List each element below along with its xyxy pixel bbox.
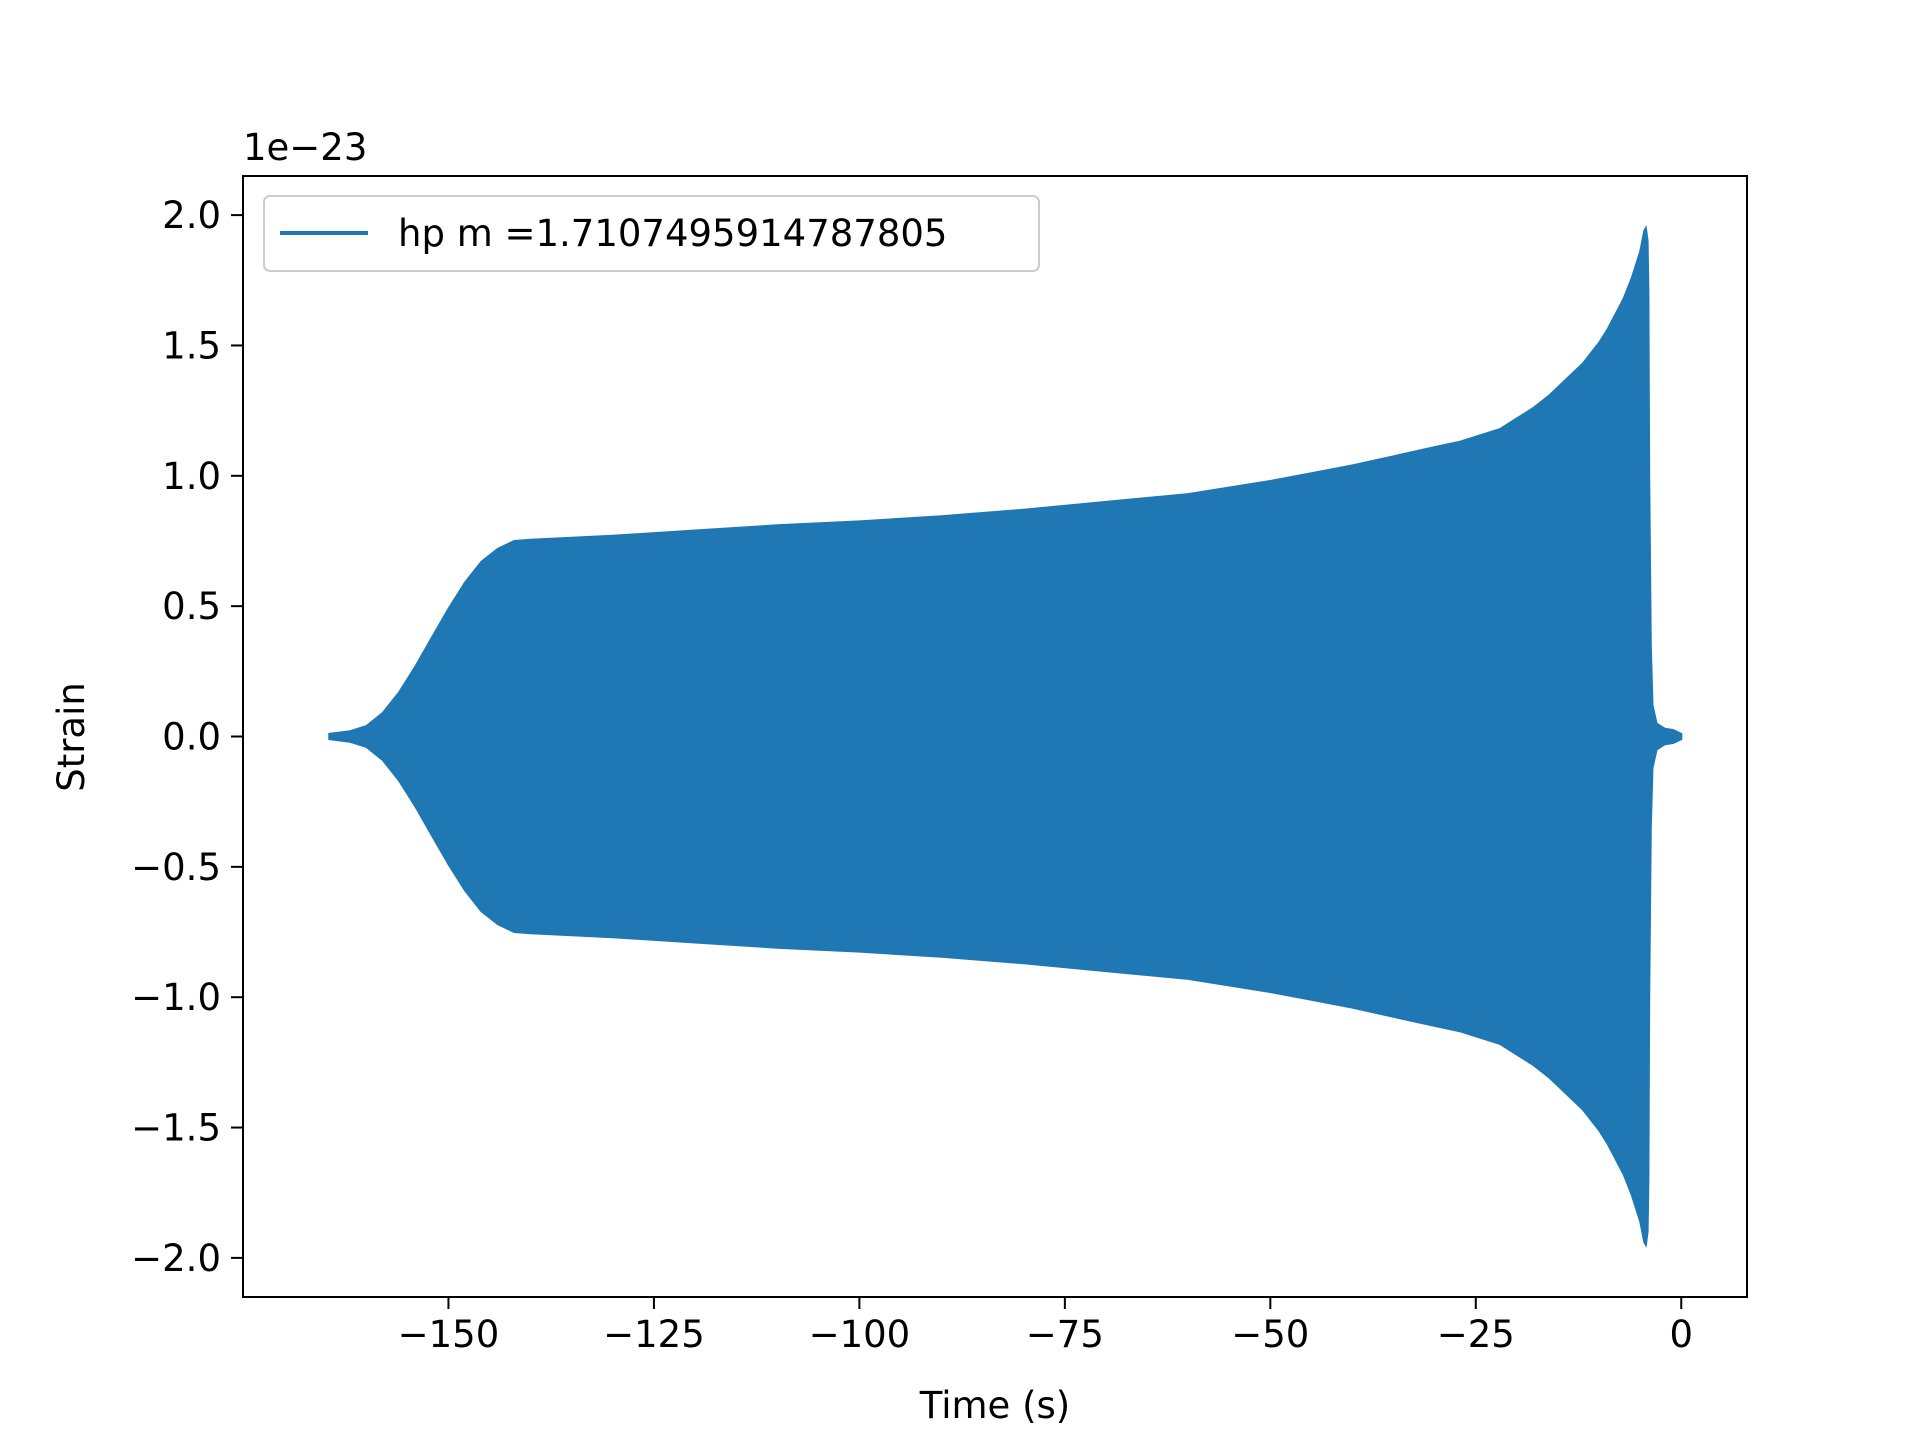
- x-tick-label: −100: [809, 1313, 911, 1356]
- x-tick-label: −75: [1026, 1313, 1104, 1356]
- y-tick-label: 0.0: [162, 716, 221, 759]
- y-tick-label: −1.5: [131, 1107, 221, 1150]
- plot-area: [328, 225, 1683, 1248]
- y-tick-label: −0.5: [131, 846, 221, 889]
- x-tick-label: −150: [398, 1313, 500, 1356]
- x-tick-label: 0: [1669, 1313, 1693, 1356]
- y-tick-label: −2.0: [131, 1237, 221, 1280]
- y-axis-ticks: 2.0 1.5 1.0 0.5 0.0 −0.5 −1.0 −1.5 −2.0: [131, 194, 243, 1280]
- y-axis-label: Strain: [50, 682, 93, 792]
- y-tick-label: 1.0: [162, 455, 221, 498]
- x-axis-label: Time (s): [919, 1384, 1070, 1427]
- x-tick-label: −25: [1437, 1313, 1515, 1356]
- y-tick-label: −1.0: [131, 976, 221, 1019]
- legend-label: hp m =1.7107495914787805: [398, 212, 947, 255]
- y-tick-label: 0.5: [162, 585, 221, 628]
- y-offset-text: 1e−23: [243, 126, 367, 169]
- series-hp-waveform: [328, 225, 1683, 1248]
- x-tick-label: −50: [1231, 1313, 1309, 1356]
- y-tick-label: 2.0: [162, 194, 221, 237]
- legend: hp m =1.7107495914787805: [263, 195, 1040, 272]
- x-tick-label: −125: [603, 1313, 705, 1356]
- legend-box: [263, 195, 1040, 272]
- x-axis-ticks: −150 −125 −100 −75 −50 −25 0: [398, 1297, 1693, 1356]
- y-tick-label: 1.5: [162, 324, 221, 367]
